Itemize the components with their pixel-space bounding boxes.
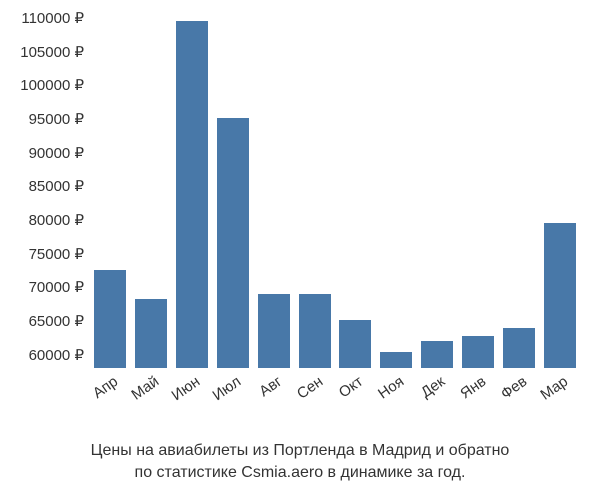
bar bbox=[258, 294, 290, 368]
bar bbox=[299, 294, 331, 368]
x-axis-tick-label: Июл bbox=[206, 368, 244, 404]
x-axis-tick-label: Дек bbox=[415, 368, 449, 401]
chart-caption: Цены на авиабилеты из Портленда в Мадрид… bbox=[0, 440, 600, 483]
y-axis-tick-label: 65000 ₽ bbox=[29, 312, 90, 330]
bar bbox=[503, 328, 535, 368]
x-axis-tick-label: Май bbox=[125, 368, 162, 404]
x-axis-tick-label: Апр bbox=[87, 368, 122, 402]
y-axis-tick-label: 80000 ₽ bbox=[29, 211, 90, 229]
bar bbox=[339, 320, 371, 368]
x-axis-tick-label: Окт bbox=[333, 368, 367, 401]
y-axis-tick-label: 60000 ₽ bbox=[29, 346, 90, 364]
y-axis-tick-label: 70000 ₽ bbox=[29, 278, 90, 296]
bar bbox=[217, 118, 249, 368]
bar bbox=[380, 352, 412, 368]
x-axis-tick-label: Авг bbox=[253, 368, 285, 400]
x-axis-tick-label: Ноя bbox=[372, 368, 408, 403]
bar bbox=[176, 21, 208, 368]
x-axis-tick-label: Мар bbox=[534, 368, 571, 404]
plot-area: 60000 ₽65000 ₽70000 ₽75000 ₽80000 ₽85000… bbox=[90, 18, 580, 368]
x-axis-tick-label: Сен bbox=[290, 368, 326, 403]
x-axis-tick-label: Янв bbox=[454, 368, 489, 402]
y-axis-tick-label: 105000 ₽ bbox=[20, 43, 90, 61]
y-axis-tick-label: 90000 ₽ bbox=[29, 144, 90, 162]
bar bbox=[135, 299, 167, 368]
y-axis-tick-label: 75000 ₽ bbox=[29, 245, 90, 263]
y-axis-tick-label: 100000 ₽ bbox=[20, 76, 90, 94]
caption-line-1: Цены на авиабилеты из Портленда в Мадрид… bbox=[91, 442, 510, 459]
x-axis-tick-label: Июн bbox=[165, 368, 203, 404]
x-axis-tick-label: Фев bbox=[494, 368, 530, 403]
bar bbox=[421, 341, 453, 368]
caption-line-2: по статистике Csmia.aero в динамике за г… bbox=[135, 464, 466, 481]
y-axis-tick-label: 110000 ₽ bbox=[21, 9, 90, 27]
bar bbox=[544, 223, 576, 368]
bar bbox=[94, 270, 126, 368]
chart-container: 60000 ₽ 65000 ₽ 70000 ₽ 75000 ₽ 80000 ₽ 85000… bbox=[0, 0, 600, 500]
bar bbox=[462, 336, 494, 368]
y-axis-tick-label: 85000 ₽ bbox=[29, 177, 90, 195]
y-axis-tick-label: 95000 ₽ bbox=[29, 110, 90, 128]
